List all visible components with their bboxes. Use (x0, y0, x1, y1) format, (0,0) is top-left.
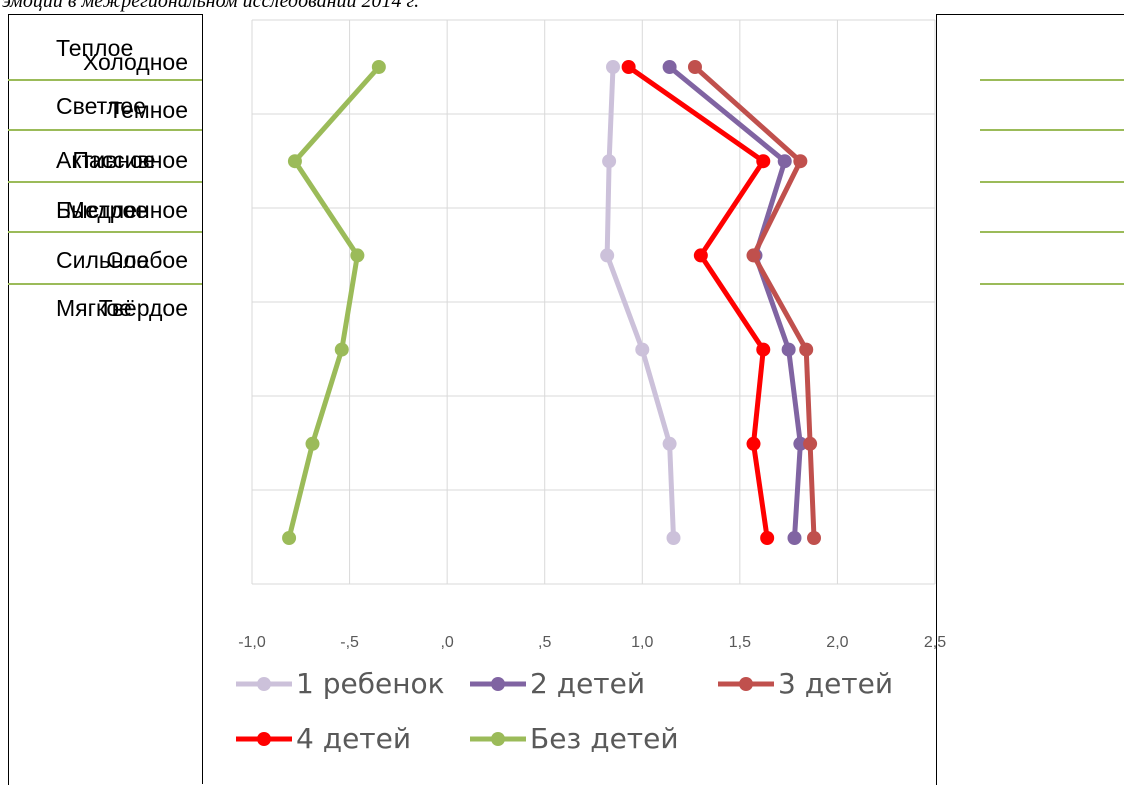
x-tick-label: ,5 (538, 634, 551, 651)
left-label-cold: Холодное (82, 49, 188, 75)
right-label-soft: Мягкое (56, 295, 132, 321)
series-line (692, 64, 817, 541)
right-divider (980, 181, 1124, 183)
data-point (756, 342, 771, 357)
data-point (305, 436, 320, 451)
chart-frame (202, 14, 937, 784)
legend-swatch-marker (257, 732, 271, 746)
legend-label: 2 детей (530, 667, 645, 700)
left-label-slow: Медленное (65, 197, 188, 223)
data-point (793, 154, 808, 169)
series-line (626, 64, 770, 541)
data-point (807, 531, 822, 545)
data-point (777, 154, 792, 169)
legend-swatch-marker (491, 677, 505, 691)
right-scale-labels (936, 14, 1124, 785)
x-tick-label: 1,0 (631, 634, 653, 651)
legend-label: 1 ребенок (296, 667, 445, 700)
left-divider (8, 181, 202, 183)
right-divider (980, 283, 1124, 285)
right-label-warm: Теплое (56, 35, 134, 61)
data-point (282, 531, 297, 545)
figure-caption: эмоций в межрегиональном исследовании 20… (2, 0, 420, 12)
data-point (621, 60, 636, 74)
data-point (635, 342, 650, 357)
data-point (803, 436, 818, 451)
right-label-fast: Быстрое (56, 197, 149, 223)
x-tick-label: 1,5 (729, 634, 751, 651)
right-label-light: Светлое (56, 93, 146, 119)
right-label-strong: Сильное (56, 247, 150, 273)
data-point (746, 248, 761, 263)
series-line (286, 64, 382, 541)
data-point (693, 248, 708, 263)
series-line (667, 64, 803, 541)
left-label-passive: Пассивное (72, 147, 188, 173)
data-point (662, 60, 677, 74)
legend-label: 3 детей (778, 667, 893, 700)
series-line (604, 64, 677, 541)
left-label-dark: Темное (108, 97, 188, 123)
data-point (793, 436, 808, 451)
data-point (781, 342, 796, 357)
data-point (606, 60, 621, 74)
data-point (662, 436, 677, 451)
x-tick-label: 2,5 (924, 634, 946, 651)
legend-swatch-marker (739, 677, 753, 691)
left-divider (8, 283, 202, 285)
data-point (602, 154, 617, 169)
legend-swatch-marker (257, 677, 271, 691)
data-point (746, 436, 761, 451)
left-scale-labels (8, 14, 203, 785)
left-divider (8, 79, 202, 81)
data-point (350, 248, 365, 263)
right-label-active: Активное (56, 147, 156, 173)
legend-label: Без детей (530, 722, 679, 755)
right-divider (980, 231, 1124, 233)
x-tick-label: -,5 (340, 634, 359, 651)
data-point (287, 154, 302, 169)
left-label-hard: Твёрдое (98, 295, 188, 321)
data-point (600, 248, 615, 263)
data-point (687, 60, 702, 74)
right-divider (980, 79, 1124, 81)
legend-swatch-marker (491, 732, 505, 746)
legend-label: 4 детей (296, 722, 411, 755)
x-tick-label: 2,0 (826, 634, 848, 651)
data-point (756, 154, 771, 169)
left-divider (8, 129, 202, 131)
x-tick-label: -1,0 (238, 634, 266, 651)
left-label-weak: Слабое (106, 247, 188, 273)
data-point (799, 342, 814, 357)
data-point (666, 531, 681, 545)
left-divider (8, 231, 202, 233)
data-point (371, 60, 386, 74)
right-divider (980, 129, 1124, 131)
x-tick-label: ,0 (440, 634, 453, 651)
data-point (787, 531, 802, 545)
data-point (334, 342, 349, 357)
data-point (760, 531, 775, 545)
